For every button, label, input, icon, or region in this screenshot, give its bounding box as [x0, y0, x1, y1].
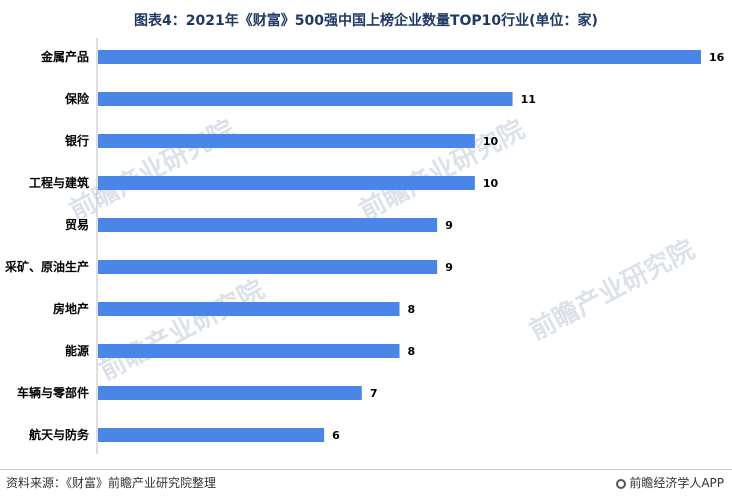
category-label: 车辆与零部件 — [17, 385, 89, 400]
category-label: 工程与建筑 — [29, 175, 89, 190]
category-label: 保险 — [64, 91, 90, 106]
bar — [98, 260, 438, 274]
bar — [98, 134, 475, 148]
bar — [98, 50, 701, 64]
data-label: 9 — [445, 261, 453, 274]
brand-logo-icon — [616, 479, 627, 489]
data-label: 8 — [408, 345, 416, 358]
bar — [98, 218, 438, 232]
category-label: 航天与防务 — [29, 427, 90, 442]
data-label: 8 — [408, 303, 416, 316]
data-label: 16 — [709, 51, 725, 64]
category-label: 金属产品 — [40, 49, 89, 64]
data-label: 11 — [521, 93, 536, 106]
category-label: 能源 — [65, 343, 89, 358]
bar-chart: 金属产品 16 保险 11 银行 10 工程与建筑 10 贸易 9 采矿、原油生产 9 房地产 8 能源 8 车… — [4, 38, 725, 454]
brand-label: 前瞻经济学人APP — [616, 474, 724, 491]
bar — [98, 176, 475, 190]
source-note: 资料来源：《财富》前瞻产业研究院整理 — [6, 476, 217, 490]
bar — [98, 386, 362, 400]
category-label: 采矿、原油生产 — [4, 259, 89, 274]
bar — [98, 344, 400, 358]
brand-text: 前瞻经济学人APP — [629, 476, 724, 490]
data-label: 10 — [483, 135, 499, 148]
data-label: 9 — [445, 219, 453, 232]
category-label: 贸易 — [65, 217, 89, 232]
data-label: 6 — [332, 429, 340, 442]
chart-title: 图表4：2021年《财富》500强中国上榜企业数量TOP10行业(单位：家) — [134, 13, 598, 29]
category-label: 房地产 — [53, 301, 89, 316]
bar — [98, 92, 513, 106]
data-label: 7 — [370, 387, 378, 400]
data-label: 10 — [483, 177, 499, 190]
bar — [98, 302, 400, 316]
footer: 资料来源：《财富》前瞻产业研究院整理 前瞻经济学人APP — [0, 469, 732, 500]
category-label: 银行 — [65, 133, 89, 148]
bar — [98, 428, 325, 442]
